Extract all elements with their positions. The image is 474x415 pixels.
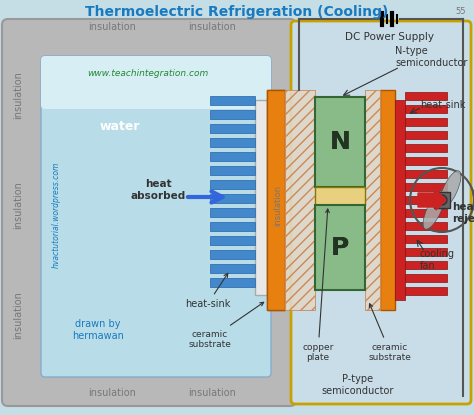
Bar xyxy=(405,287,447,295)
Bar xyxy=(405,222,447,230)
Text: heat-sink: heat-sink xyxy=(420,100,465,110)
Bar xyxy=(405,209,447,217)
Circle shape xyxy=(437,195,447,205)
Bar xyxy=(405,196,447,204)
Text: P: P xyxy=(331,236,349,260)
Text: insulation: insulation xyxy=(188,388,236,398)
Bar xyxy=(405,248,447,256)
Bar xyxy=(365,90,380,310)
Text: P: P xyxy=(331,236,349,260)
Bar xyxy=(405,170,447,178)
Bar xyxy=(315,187,365,205)
Ellipse shape xyxy=(439,171,461,209)
Bar xyxy=(380,90,395,310)
Text: N: N xyxy=(329,130,350,154)
Bar xyxy=(405,235,447,243)
FancyBboxPatch shape xyxy=(41,56,271,109)
Bar xyxy=(405,131,447,139)
Bar xyxy=(405,157,447,165)
Text: heat-sink: heat-sink xyxy=(185,273,230,309)
Text: www.teachintegration.com: www.teachintegration.com xyxy=(87,68,209,78)
Bar xyxy=(210,236,255,245)
Bar xyxy=(210,166,255,175)
Bar xyxy=(405,248,447,256)
Text: N-type
semiconductor: N-type semiconductor xyxy=(395,46,467,68)
Text: ceramic
substrate: ceramic substrate xyxy=(189,302,264,349)
Bar xyxy=(210,124,255,133)
Bar xyxy=(210,96,255,105)
Text: cooling
fan: cooling fan xyxy=(420,249,455,271)
Bar xyxy=(210,264,255,273)
Bar xyxy=(405,144,447,152)
Bar xyxy=(210,222,255,231)
Text: insulation: insulation xyxy=(273,184,283,226)
Bar xyxy=(210,152,255,161)
Bar xyxy=(405,92,447,100)
Bar xyxy=(405,105,447,113)
Bar xyxy=(405,157,447,165)
Bar xyxy=(405,287,447,295)
Text: hvactutorial.wordpress.com: hvactutorial.wordpress.com xyxy=(52,162,61,268)
Bar xyxy=(405,274,447,282)
Bar xyxy=(285,90,315,310)
Bar xyxy=(405,144,447,152)
Bar xyxy=(405,183,447,191)
Text: DC Power Supply: DC Power Supply xyxy=(346,32,435,42)
FancyBboxPatch shape xyxy=(2,19,296,406)
Bar xyxy=(405,92,447,100)
Bar xyxy=(405,196,447,204)
Bar xyxy=(210,250,255,259)
Text: 55: 55 xyxy=(456,7,466,16)
Bar xyxy=(210,138,255,147)
Bar xyxy=(405,261,447,269)
Bar xyxy=(405,105,447,113)
Bar xyxy=(315,97,365,187)
Ellipse shape xyxy=(423,191,445,229)
Text: ceramic
substrate: ceramic substrate xyxy=(369,304,411,362)
Bar xyxy=(405,274,447,282)
Bar xyxy=(210,208,255,217)
Bar xyxy=(405,118,447,126)
Text: P-type
semiconductor: P-type semiconductor xyxy=(322,374,394,396)
Text: insulation: insulation xyxy=(13,291,23,339)
Bar xyxy=(405,118,447,126)
Text: heat
absorbed: heat absorbed xyxy=(130,179,186,201)
Bar xyxy=(365,90,380,310)
Bar xyxy=(405,170,447,178)
Text: insulation: insulation xyxy=(13,181,23,229)
Bar xyxy=(405,235,447,243)
FancyBboxPatch shape xyxy=(41,56,271,377)
Text: drawn by
hermawan: drawn by hermawan xyxy=(72,319,124,341)
Bar xyxy=(405,222,447,230)
Bar xyxy=(315,205,365,290)
Text: heat
rejected: heat rejected xyxy=(452,202,474,224)
Text: insulation: insulation xyxy=(88,388,136,398)
Text: N: N xyxy=(329,130,350,154)
Bar xyxy=(255,100,267,295)
Bar xyxy=(210,110,255,119)
Bar xyxy=(434,192,450,208)
FancyBboxPatch shape xyxy=(291,21,471,404)
Bar xyxy=(210,278,255,287)
Bar xyxy=(405,131,447,139)
Bar xyxy=(395,100,405,300)
Text: copper
plate: copper plate xyxy=(302,209,334,362)
FancyArrow shape xyxy=(418,190,446,210)
Bar xyxy=(210,194,255,203)
Bar xyxy=(267,90,285,310)
Bar xyxy=(405,261,447,269)
Text: insulation: insulation xyxy=(188,22,236,32)
Text: insulation: insulation xyxy=(13,71,23,119)
Bar xyxy=(405,183,447,191)
Bar xyxy=(405,209,447,217)
Bar xyxy=(210,180,255,189)
Text: insulation: insulation xyxy=(88,22,136,32)
Bar xyxy=(285,90,315,310)
Text: water: water xyxy=(100,120,140,134)
Text: Thermoelectric Refrigeration (Cooling): Thermoelectric Refrigeration (Cooling) xyxy=(85,5,389,19)
